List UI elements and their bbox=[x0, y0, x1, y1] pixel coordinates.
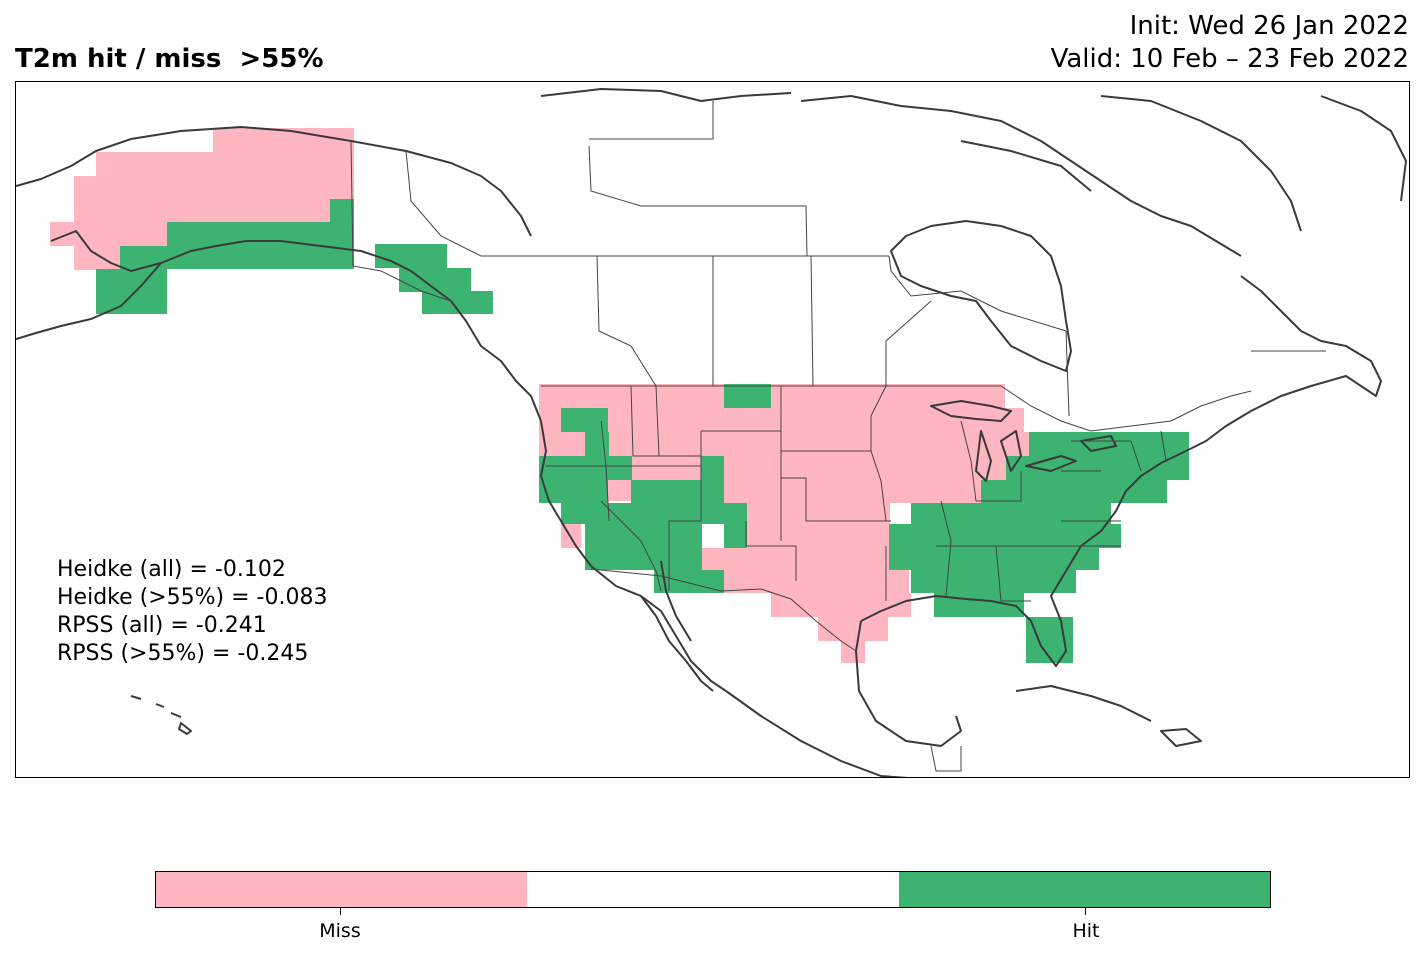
miss-cell bbox=[724, 570, 909, 593]
alaska-coast bbox=[16, 126, 532, 237]
rpss-all: RPSS (all) = -0.241 bbox=[57, 613, 267, 638]
miss-cell bbox=[746, 524, 891, 548]
map-canvas bbox=[16, 88, 1407, 777]
miss-cell bbox=[608, 479, 632, 501]
hit-cell bbox=[889, 524, 1121, 548]
colorbar-miss-segment bbox=[156, 872, 528, 907]
miss-cell bbox=[539, 432, 1029, 456]
heidke-55: Heidke (>55%) = -0.083 bbox=[57, 585, 328, 610]
hit-cell bbox=[585, 432, 609, 456]
hit-cell bbox=[1026, 617, 1073, 641]
alaska-peninsula bbox=[16, 262, 162, 340]
hit-cell bbox=[561, 503, 724, 524]
colorbar-tick-hit bbox=[1085, 908, 1086, 915]
miss-cell bbox=[771, 593, 911, 617]
us-state-borders bbox=[546, 385, 1167, 602]
valid-period: Valid: 10 Feb – 23 Feb 2022 bbox=[1050, 44, 1409, 74]
hit-cell bbox=[701, 456, 724, 480]
hit-cell bbox=[631, 480, 724, 503]
cuba bbox=[1015, 685, 1152, 722]
alaska-south-coast bbox=[50, 230, 532, 397]
hit-cell bbox=[375, 244, 447, 268]
colorbar-label-miss: Miss bbox=[319, 920, 361, 942]
miss-cell bbox=[771, 384, 1005, 408]
colorbar-label-hit: Hit bbox=[1072, 920, 1100, 942]
map-panel bbox=[15, 81, 1410, 778]
hit-cell bbox=[981, 480, 1167, 503]
hawaii bbox=[130, 695, 192, 735]
borders bbox=[350, 101, 1326, 772]
hit-cell bbox=[120, 246, 353, 269]
hit-cell bbox=[654, 548, 701, 570]
arctic-islands bbox=[540, 88, 1407, 257]
hit-cell bbox=[96, 269, 167, 291]
miss-cell bbox=[96, 152, 354, 176]
rpss-55: RPSS (>55%) = -0.245 bbox=[57, 641, 309, 666]
forecast-cells bbox=[50, 128, 1189, 663]
miss-cell bbox=[74, 246, 121, 270]
miss-cell bbox=[213, 128, 354, 152]
pacific-coast bbox=[530, 395, 727, 692]
mexico-coast bbox=[725, 620, 962, 777]
miss-cell bbox=[701, 548, 911, 570]
skill-scores: Heidke (all) = -0.102 Heidke (>55%) = -0… bbox=[57, 556, 327, 668]
coastlines bbox=[16, 88, 1407, 777]
heidke-all: Heidke (all) = -0.102 bbox=[57, 557, 286, 582]
colorbar-tick-miss bbox=[340, 908, 341, 915]
hudson-bay bbox=[890, 220, 1072, 372]
map-title: T2m hit / miss >55% bbox=[15, 44, 324, 74]
colorbar-hit-segment bbox=[898, 872, 1270, 907]
hit-cell bbox=[911, 570, 1076, 593]
init-date: Init: Wed 26 Jan 2022 bbox=[1129, 11, 1409, 41]
hit-cell bbox=[911, 503, 1111, 524]
central-america-border bbox=[930, 745, 962, 772]
hit-cell bbox=[539, 480, 608, 503]
baja bbox=[640, 560, 714, 692]
hit-cell bbox=[724, 384, 771, 408]
miss-cell bbox=[74, 200, 331, 222]
us-mexico-border bbox=[590, 568, 857, 652]
alaska-canada-border bbox=[350, 140, 452, 302]
miss-cell bbox=[74, 176, 354, 200]
miss-cell bbox=[701, 480, 981, 503]
miss-cell bbox=[724, 503, 890, 524]
hit-cell bbox=[561, 408, 608, 432]
hispaniola bbox=[1160, 728, 1202, 747]
hit-cell bbox=[889, 548, 1099, 570]
colorbar bbox=[155, 871, 1271, 908]
great-lakes bbox=[930, 400, 1117, 482]
atlantic-coast bbox=[1065, 275, 1382, 572]
hit-cell bbox=[585, 524, 702, 548]
miss-cell bbox=[631, 384, 724, 408]
miss-cell bbox=[608, 456, 1023, 480]
province-borders bbox=[405, 101, 1326, 417]
hit-cell bbox=[585, 456, 632, 480]
forecast-dates: Init: Wed 26 Jan 2022 Valid: 10 Feb – 23… bbox=[1051, 10, 1409, 76]
miss-cell bbox=[841, 641, 865, 663]
gulf-coast bbox=[860, 570, 1067, 667]
us-canada-border bbox=[541, 385, 1252, 432]
hit-cell bbox=[724, 524, 747, 548]
colorbar-none-segment bbox=[527, 872, 899, 907]
miss-cell bbox=[818, 617, 888, 641]
